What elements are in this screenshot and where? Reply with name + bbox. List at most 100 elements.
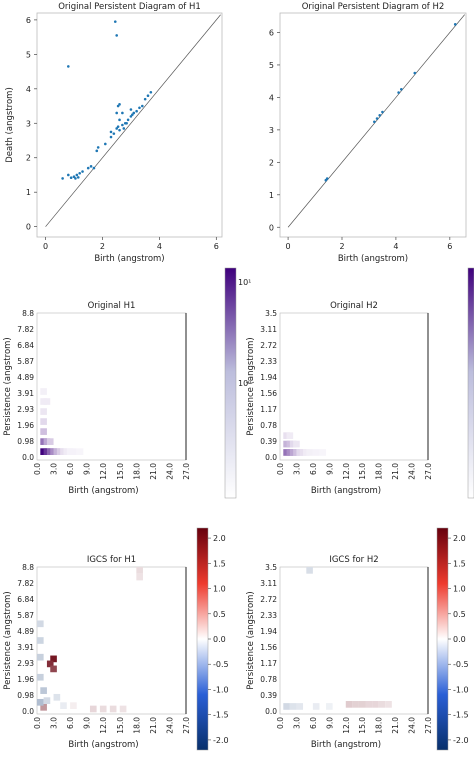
heatmap-cell-0	[43, 398, 51, 405]
pd-ylabel-0: Death (angstrom)	[5, 87, 15, 163]
colorbar-tick-label-2: 0.5	[213, 610, 226, 619]
data-point-0	[76, 176, 80, 179]
heatmap-cell-1	[312, 449, 320, 456]
heatmap-y-tick-3: 3.5	[265, 563, 277, 572]
colorbar-tick-label-3: 0.0	[453, 635, 466, 644]
data-point-0	[121, 111, 124, 115]
heatmap-x-tick-1: 21.0	[391, 463, 400, 480]
y-tick-label-0: 5	[26, 50, 31, 59]
heatmap-y-tick-1: 0.0	[265, 453, 277, 462]
heatmap-frame-3	[279, 566, 429, 715]
heatmap-cell-2	[53, 693, 61, 701]
x-tick-label-0: 0	[43, 242, 48, 251]
data-point-0	[149, 90, 153, 94]
heatmap-x-tick-1: 0.0	[276, 463, 285, 475]
heatmap-y-tick-2: 0.98	[17, 691, 34, 700]
heatmap-y-tick-1: 2.72	[260, 341, 277, 350]
heatmap-cell-0	[76, 448, 84, 455]
colorbar-tick-label-2: 2.0	[213, 534, 226, 543]
heatmap-y-tick-3: 0.39	[260, 691, 277, 700]
heatmap-cell-2	[37, 637, 44, 644]
heatmap-cell-0	[40, 428, 47, 435]
heatmap-x-tick-0: 3.0	[50, 463, 59, 475]
heatmap-cell-2	[70, 702, 77, 709]
heatmap-cell-2	[60, 702, 67, 709]
y-tick-label-0: 1	[26, 188, 31, 197]
colorbar-tick-label-2: -0.5	[213, 660, 229, 669]
data-point-0	[115, 34, 118, 37]
heatmap-y-tick-0: 4.89	[17, 373, 34, 382]
colorbar-tick-label-3: 2.0	[453, 534, 466, 543]
heatmap-x-tick-3: 15.0	[358, 717, 367, 734]
heatmap-y-tick-1: 3.11	[260, 325, 277, 334]
colorbar-tick-label-2: 1.0	[213, 585, 226, 594]
heatmap-x-tick-0: 12.0	[99, 463, 108, 480]
data-point-0	[115, 127, 118, 130]
heatmap-y-tick-2: 3.91	[17, 643, 34, 652]
heatmap-y-tick-3: 0.0	[265, 707, 277, 716]
colorbar-tick-label-3: -2.0	[453, 736, 469, 745]
heatmap-cell-2	[50, 655, 57, 663]
data-point-0	[138, 106, 141, 110]
heatmap-x-tick-3: 21.0	[391, 717, 400, 734]
data-point-0	[141, 104, 144, 108]
data-point-0	[121, 123, 124, 127]
data-point-1	[381, 110, 384, 114]
heatmap-cell-2	[43, 697, 51, 704]
heatmap-cell-3	[352, 701, 359, 708]
heatmap-x-tick-2: 21.0	[149, 717, 158, 734]
heatmap-x-tick-3: 3.0	[292, 717, 301, 729]
data-point-0	[104, 142, 107, 146]
heatmap-ylabel-0: Persistence (angstrom)	[3, 337, 13, 436]
heatmap-x-tick-0: 24.0	[165, 463, 174, 480]
heatmap-x-tick-2: 6.0	[66, 717, 75, 729]
heatmap-y-tick-0: 6.84	[17, 341, 34, 350]
heatmap-frame-1	[279, 312, 429, 461]
heatmap-y-tick-3: 2.72	[260, 595, 277, 604]
x-tick-label-0: 2	[100, 242, 105, 251]
heatmap-cell-2	[40, 703, 47, 711]
data-point-1	[375, 117, 379, 120]
heatmap-x-tick-1: 9.0	[325, 463, 334, 475]
data-point-0	[143, 97, 147, 101]
heatmap-cell-0	[60, 448, 67, 455]
heatmap-x-tick-0: 15.0	[116, 463, 125, 480]
heatmap-cell-1	[286, 432, 294, 439]
x-tick-label-1: 6	[447, 242, 452, 251]
heatmap-y-tick-2: 1.96	[17, 675, 34, 684]
y-tick-label-1: 5	[269, 61, 274, 70]
heatmap-x-tick-1: 12.0	[342, 463, 351, 480]
heatmap-cell-3	[372, 701, 379, 708]
heatmap-y-tick-3: 3.11	[260, 579, 277, 588]
x-tick-label-1: 4	[393, 242, 398, 251]
heatmap-title-2: IGCS for H1	[87, 555, 136, 565]
heatmap-x-tick-2: 12.0	[99, 717, 108, 734]
y-tick-label-1: 6	[269, 28, 274, 37]
heatmap-y-tick-3: 1.94	[260, 627, 277, 636]
data-point-0	[86, 166, 90, 170]
heatmap-y-tick-0: 8.8	[22, 309, 34, 318]
heatmap-y-tick-0: 0.98	[17, 437, 34, 446]
data-point-0	[69, 176, 73, 180]
heatmap-x-tick-3: 27.0	[424, 717, 433, 734]
data-point-0	[115, 111, 118, 115]
heatmap-x-tick-3: 24.0	[408, 717, 417, 734]
colorbar-tick-label-0: 10¹	[238, 278, 251, 287]
heatmap-x-tick-2: 0.0	[33, 717, 42, 729]
heatmap-cell-3	[312, 703, 320, 710]
heatmap-x-tick-1: 27.0	[424, 463, 433, 480]
data-point-0	[74, 177, 77, 180]
heatmap-x-tick-1: 6.0	[309, 463, 318, 475]
data-point-0	[95, 149, 99, 153]
colorbar-tick-label-2: -1.5	[213, 711, 229, 720]
heatmap-y-tick-1: 3.5	[265, 309, 277, 318]
heatmap-cell-1	[283, 440, 290, 448]
heatmap-cell-2	[119, 705, 127, 713]
heatmap-cell-0	[40, 418, 47, 425]
heatmap-ylabel-1: Persistence (angstrom)	[246, 337, 256, 436]
heatmap-cell-3	[283, 703, 290, 710]
heatmap-cell-2	[37, 653, 44, 661]
diagonal-line-1	[287, 14, 465, 228]
y-tick-label-0: 0	[26, 223, 31, 232]
heatmap-cell-0	[40, 388, 47, 395]
